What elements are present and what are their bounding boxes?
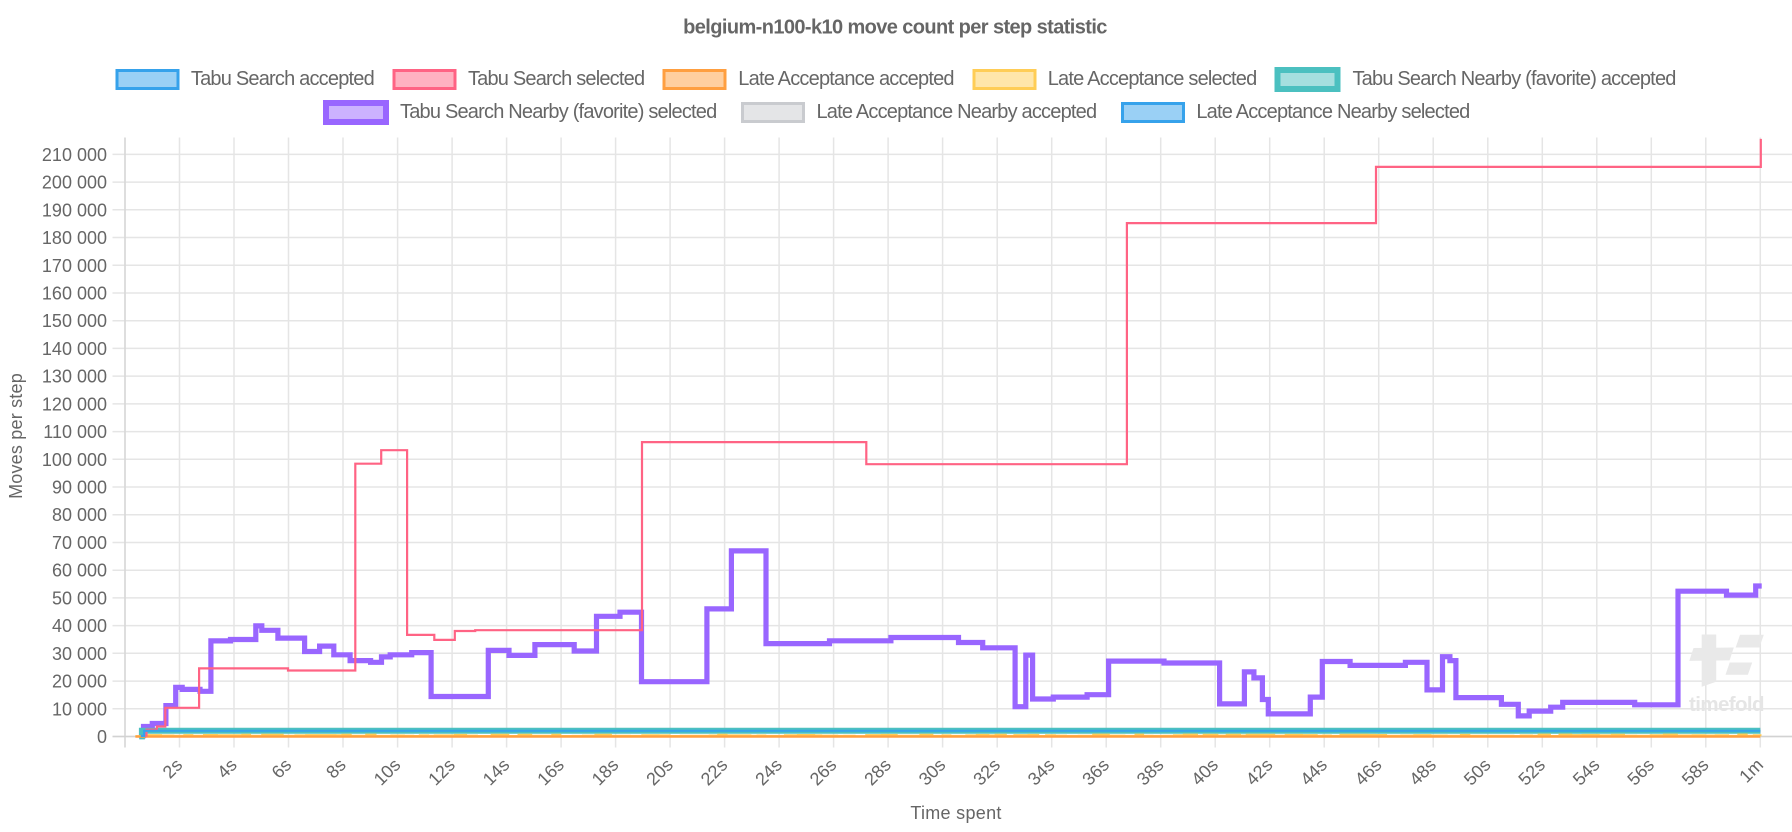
svg-text:Time spent: Time spent <box>910 803 1001 823</box>
svg-text:70 000: 70 000 <box>52 533 107 553</box>
svg-text:120 000: 120 000 <box>42 394 107 414</box>
svg-text:190 000: 190 000 <box>42 200 107 220</box>
svg-text:200 000: 200 000 <box>42 173 107 193</box>
svg-text:170 000: 170 000 <box>42 256 107 276</box>
svg-text:belgium-n100-k10 move count pe: belgium-n100-k10 move count per step sta… <box>683 17 1107 39</box>
svg-text:180 000: 180 000 <box>42 228 107 248</box>
svg-text:80 000: 80 000 <box>52 505 107 525</box>
svg-text:0: 0 <box>97 727 107 747</box>
svg-text:60 000: 60 000 <box>52 561 107 581</box>
svg-text:20 000: 20 000 <box>52 672 107 692</box>
svg-text:130 000: 130 000 <box>42 367 107 387</box>
svg-text:50 000: 50 000 <box>52 588 107 608</box>
svg-text:210 000: 210 000 <box>42 145 107 165</box>
svg-text:timefold: timefold <box>1689 693 1764 716</box>
svg-text:40 000: 40 000 <box>52 616 107 636</box>
svg-text:110 000: 110 000 <box>43 422 107 442</box>
svg-text:30 000: 30 000 <box>52 644 107 664</box>
svg-text:140 000: 140 000 <box>42 339 107 359</box>
svg-text:Moves per step: Moves per step <box>6 373 26 499</box>
svg-text:100 000: 100 000 <box>42 450 107 470</box>
svg-text:90 000: 90 000 <box>52 478 107 498</box>
svg-text:10 000: 10 000 <box>52 699 107 719</box>
svg-text:150 000: 150 000 <box>42 311 107 331</box>
svg-text:160 000: 160 000 <box>42 284 107 304</box>
